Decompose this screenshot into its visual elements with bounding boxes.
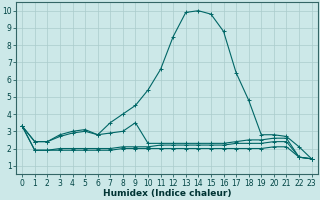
X-axis label: Humidex (Indice chaleur): Humidex (Indice chaleur) (103, 189, 231, 198)
